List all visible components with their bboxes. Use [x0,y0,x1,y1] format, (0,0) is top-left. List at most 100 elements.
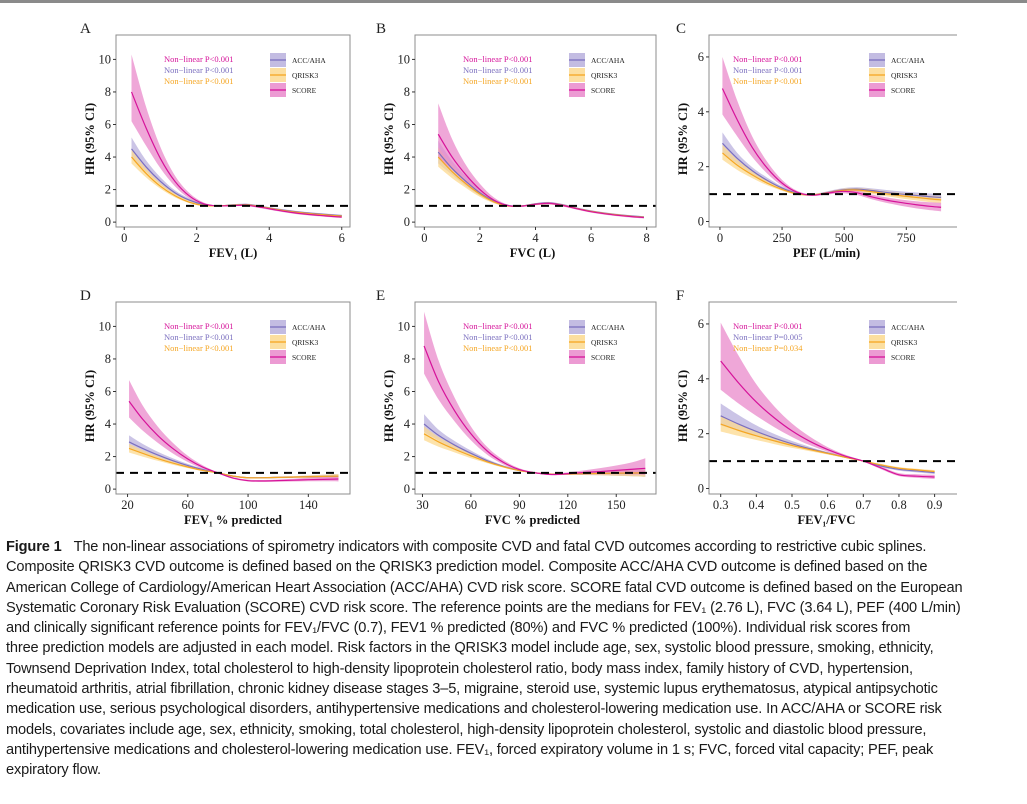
legend-label: QRISK3 [891,71,918,80]
y-tick-label: 4 [698,105,705,119]
x-tick-label: 0 [121,231,127,245]
plot-frame [115,34,351,228]
x-tick-label: 8 [644,231,650,245]
plot-frame [414,301,657,495]
series-line-score [130,91,342,218]
x-tick-label: 120 [558,498,577,512]
series-line-score [720,360,935,478]
caption-line: Townsend Deprivation Index, total choles… [6,660,913,677]
nonlinear-p-annotation: Non−linear P<0.001 [164,54,234,64]
nonlinear-p-annotation: Non−linear P<0.001 [733,54,803,64]
chart-panel-b: B 0 2 4 6 8 10 0 2 4 6 8 FVC (L) HR (95% CI) Non−linea… [376,21,657,260]
plot-area [720,322,935,479]
figure-label: Figure 1 [6,539,62,555]
caption-line: antihypertensive medications and cholest… [6,741,934,758]
x-tick-label: 140 [299,498,318,512]
x-tick-label: 0.7 [855,498,871,512]
nonlinear-p-annotation: Non−linear P<0.001 [463,332,533,342]
legend-label: SCORE [591,353,616,362]
legend-label: ACC/AHA [292,56,326,65]
series-line-acc-aha [437,151,644,218]
x-tick-label: 6 [588,231,594,245]
y-tick-label: 4 [698,372,705,386]
y-tick-label: 2 [105,183,111,197]
caption-line: American College of Cardiology/American … [6,579,963,596]
panel-letter: F [676,288,684,304]
nonlinear-p-annotation: Non−linear P<0.001 [733,65,803,75]
x-tick-label: 0.8 [891,498,907,512]
x-tick-label: 0.4 [749,498,765,512]
y-tick-label: 10 [398,52,411,66]
legend-label: QRISK3 [292,71,319,80]
caption-line: Composite QRISK3 CVD outcome is defined … [6,559,928,576]
chart-panel-a: A 0 2 4 6 8 10 0 2 4 6 FEV₁ (L) HR (95% CI) Non−linea… [80,21,351,260]
nonlinear-p-annotation: Non−linear P=0.005 [733,332,803,342]
legend-label: SCORE [292,353,317,362]
y-tick-label: 4 [404,150,411,164]
y-tick-label: 4 [105,150,112,164]
plot-area [721,56,942,212]
y-tick-label: 2 [404,450,410,464]
y-axis-label: HR (95% CI) [83,103,97,175]
caption-line: and clinically significant reference poi… [6,620,911,637]
x-tick-label: 2 [194,231,200,245]
y-axis-label: HR (95% CI) [676,370,690,442]
x-tick-label: 4 [532,231,539,245]
legend-label: QRISK3 [591,338,618,347]
y-tick-label: 6 [404,384,410,398]
y-tick-label: 4 [105,417,112,431]
nonlinear-p-annotation: Non−linear P<0.001 [733,76,803,86]
x-tick-label: 60 [182,498,195,512]
figure-caption: Figure 1 The non-linear associations of s… [6,537,1021,781]
plot-area [437,103,644,219]
y-tick-label: 6 [698,50,704,64]
legend-label: SCORE [292,86,317,95]
y-tick-label: 2 [105,450,111,464]
y-tick-label: 0 [698,215,704,229]
nonlinear-p-annotation: Non−linear P<0.001 [164,332,234,342]
chart-panel-f: F 0 2 4 6 0.3 0.4 0.5 0.6 0.7 0.8 0.9 FEV₁/FVC HR (95… [676,288,959,527]
caption-line: Systematic Coronary Risk Evaluation (SCO… [6,599,961,616]
y-tick-label: 8 [404,85,410,99]
caption-line: Figure 1 The non-linear associations of s… [6,539,927,555]
x-tick-label: 90 [513,498,526,512]
chart-panel-d: D 0 2 4 6 8 10 20 60 100 140 FEV₁ % predicted HR (95… [80,288,351,527]
y-axis-label: HR (95% CI) [382,103,396,175]
y-tick-label: 4 [404,417,411,431]
series-line-score [721,88,942,208]
x-tick-label: 750 [897,231,916,245]
panel-letter: C [676,21,686,37]
nonlinear-p-annotation: Non−linear P<0.001 [164,343,234,353]
ci-band-qrisk3 [129,443,339,479]
chart-panel-e: E 0 2 4 6 8 10 30 60 90 120 150 FVC % predicted HR (9… [376,288,657,527]
legend-label: ACC/AHA [891,56,925,65]
plot-frame [115,301,351,495]
nonlinear-p-annotation: Non−linear P<0.001 [463,321,533,331]
caption-line: medication use, serious psychological di… [6,701,942,718]
x-axis-label: FEV₁ % predicted [184,513,282,527]
nonlinear-p-annotation: Non−linear P<0.001 [463,343,533,353]
caption-line: expiratory flow. [6,762,101,779]
y-tick-label: 2 [404,183,410,197]
nonlinear-p-annotation: Non−linear P<0.001 [733,321,803,331]
nonlinear-p-annotation: Non−linear P<0.001 [463,54,533,64]
legend-label: SCORE [591,86,616,95]
legend-label: QRISK3 [891,338,918,347]
caption-line: rheumatoid arthritis, atrial fibrillatio… [6,681,938,698]
plot-frame [708,301,957,495]
x-tick-label: 250 [773,231,792,245]
panel-letter: B [376,21,386,37]
y-axis-label: HR (95% CI) [83,370,97,442]
y-axis-label: HR (95% CI) [676,103,690,175]
top-border-bar [0,0,1027,3]
panel-letter: A [80,21,91,37]
x-tick-label: 500 [835,231,854,245]
y-tick-label: 6 [698,317,704,331]
legend-label: ACC/AHA [292,323,326,332]
legend-label: ACC/AHA [591,56,625,65]
nonlinear-p-annotation: Non−linear P=0.034 [733,343,803,353]
y-tick-label: 6 [404,117,410,131]
series-line-qrisk3 [720,423,935,473]
ci-band-score [438,103,644,219]
ci-band-acc-aha [722,132,942,201]
